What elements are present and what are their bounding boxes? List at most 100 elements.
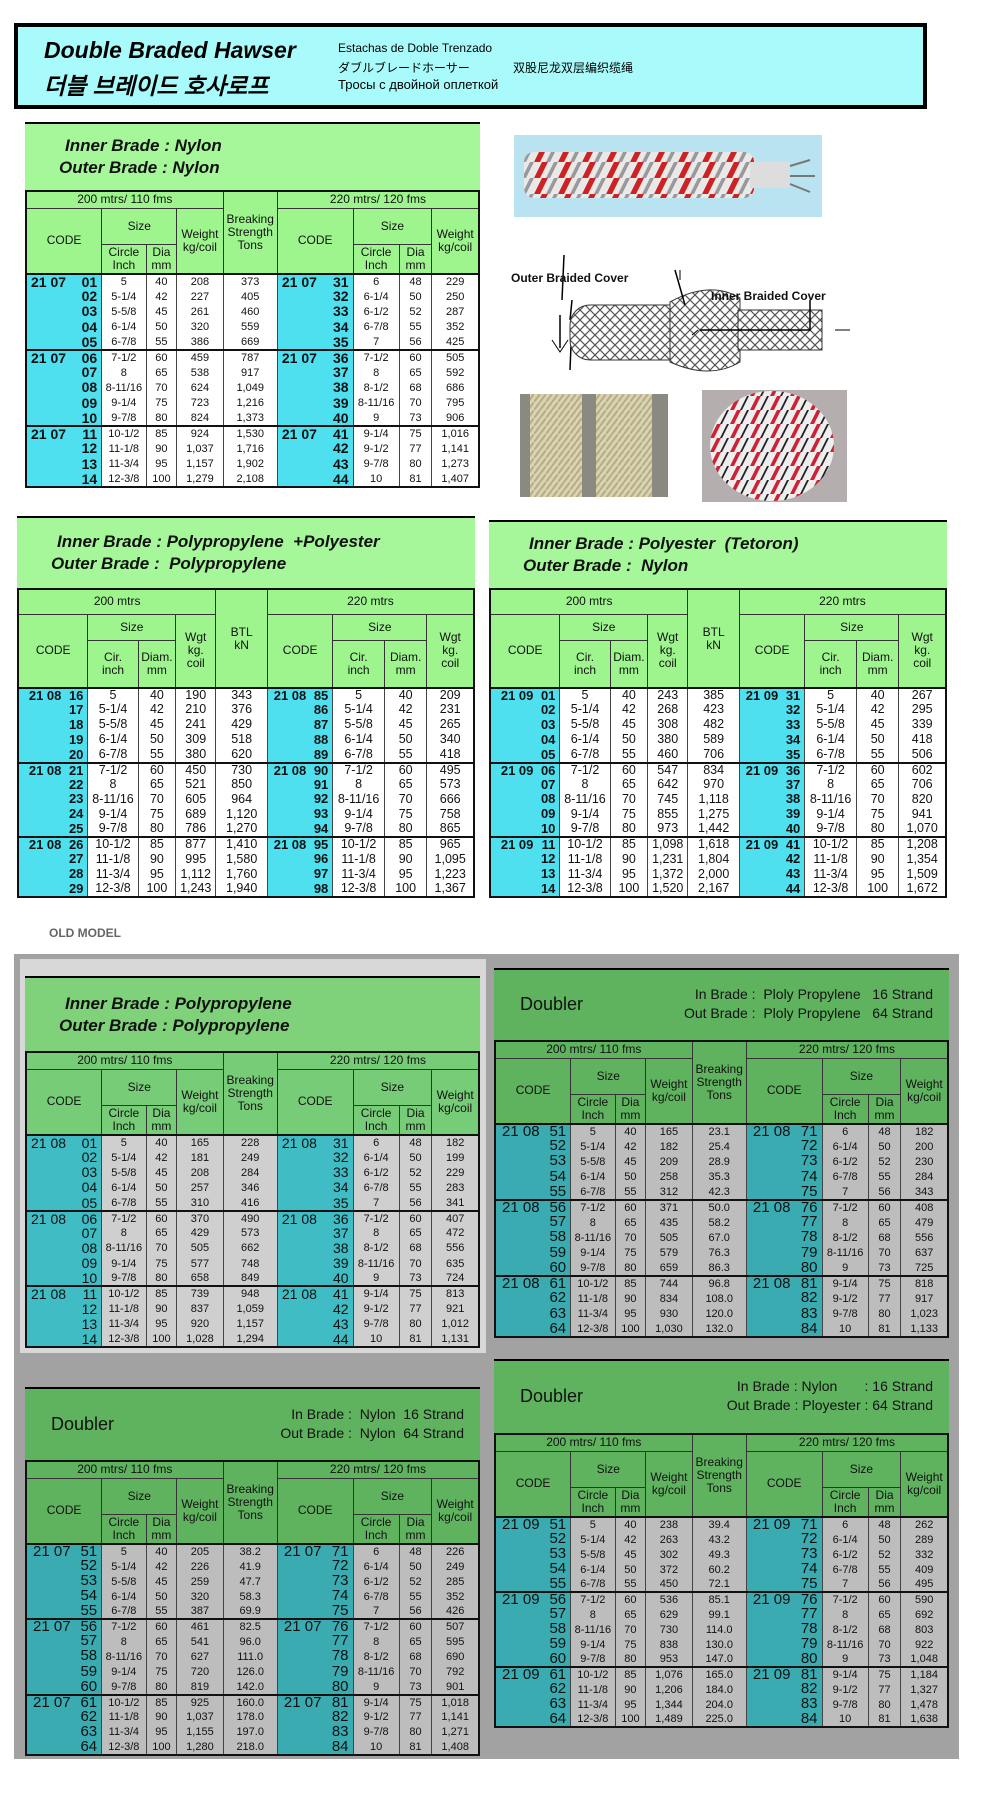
header-code: CODE bbox=[276, 1068, 354, 1136]
code-cell: 38 bbox=[738, 792, 806, 808]
code-cell: 22 bbox=[17, 777, 89, 793]
strength-cell: 948 bbox=[222, 1285, 278, 1302]
dia-mm-cell: 42 bbox=[614, 1139, 647, 1155]
circle-inch-cell: 6 bbox=[821, 1122, 869, 1140]
circle-inch-cell: 8 bbox=[570, 1215, 616, 1231]
header-code: CODE bbox=[494, 1057, 572, 1125]
dia-mm-cell: 52 bbox=[398, 1574, 433, 1590]
in-brade-line: In Brade : Nylon 16 Strand bbox=[291, 1405, 464, 1422]
circle-inch-cell: 12-3/8 bbox=[101, 1739, 147, 1756]
circle-inch-cell: 11-1/8 bbox=[559, 852, 611, 868]
dia-mm-cell: 85 bbox=[145, 1285, 178, 1302]
circle-inch-cell: 6 bbox=[821, 1516, 869, 1532]
circle-inch-cell: 6-7/8 bbox=[570, 1577, 616, 1592]
header-dia: Dia mm bbox=[398, 1104, 433, 1136]
circle-inch-cell: 6-7/8 bbox=[352, 319, 400, 335]
weight-cell: 921 bbox=[431, 1301, 480, 1317]
code-number: 33 bbox=[332, 1165, 349, 1181]
code-number: 34 bbox=[332, 319, 349, 335]
code-number: 77 bbox=[331, 1634, 349, 1650]
code-cell: 05 bbox=[489, 747, 561, 763]
data-table: 200 mtrs/ 110 fms Breaking Strength Tons 2… bbox=[494, 1040, 949, 1338]
code-cell: 75 bbox=[745, 1577, 823, 1592]
weight-cell: 1,131 bbox=[431, 1331, 480, 1348]
rope-illustration bbox=[514, 135, 850, 502]
table-row: 21 07 56 7-1/2 60 461 82.5 21 07 76 7-1/2 60 507 bbox=[25, 1618, 480, 1635]
circle-inch-cell: 9-1/4 bbox=[101, 395, 147, 411]
header-circle: Circle Inch bbox=[821, 1093, 869, 1125]
circle-inch-cell: 11-3/4 bbox=[101, 1724, 147, 1740]
dia-mm-cell: 40 bbox=[145, 272, 178, 290]
code-number: 64 bbox=[549, 1712, 567, 1727]
dia-mm-cell: 81 bbox=[398, 471, 433, 488]
dia-mm-cell: 90 bbox=[614, 1291, 647, 1307]
dia-mm-cell: 45 bbox=[609, 717, 649, 733]
dia-mm-cell: 70 bbox=[137, 792, 177, 808]
table-row: 53 5-5/8 45 302 49.3 73 6-1/2 52 332 bbox=[494, 1547, 949, 1562]
table-row: 21 08 21 7-1/2 60 450 730 21 08 90 7-1/2 60 495 bbox=[17, 761, 475, 778]
code-cell: 21 07 56 bbox=[25, 1618, 103, 1635]
header-code: CODE bbox=[276, 207, 354, 275]
header-breaking-strength: Breaking Strength Tons bbox=[222, 1460, 278, 1545]
code-number: 82 bbox=[800, 1682, 818, 1697]
code-cell: 72 bbox=[745, 1532, 823, 1547]
weight-cell: 720 bbox=[176, 1664, 224, 1680]
weight-cell: 922 bbox=[900, 1637, 949, 1652]
code-cell: 08 bbox=[25, 380, 103, 396]
weight-cell: 258 bbox=[645, 1169, 693, 1185]
code-number: 81 bbox=[800, 1276, 818, 1292]
code-cell: 08 bbox=[25, 1240, 103, 1257]
circle-inch-cell: 6-1/4 bbox=[101, 1180, 147, 1196]
code-number: 85 bbox=[313, 688, 329, 703]
code-number: 74 bbox=[800, 1562, 818, 1577]
circle-inch-cell: 8-11/16 bbox=[87, 792, 139, 808]
weight-cell: 505 bbox=[431, 349, 480, 366]
code-cell: 79 bbox=[745, 1245, 823, 1261]
code-number: 84 bbox=[800, 1321, 818, 1337]
code-cell: 37 bbox=[738, 777, 806, 793]
weight-cell: 865 bbox=[426, 822, 475, 838]
code-cell: 07 bbox=[489, 777, 561, 793]
code-cell: 33 bbox=[276, 1165, 354, 1181]
weight-cell: 320 bbox=[176, 319, 224, 335]
weight-cell: 210 bbox=[175, 702, 217, 718]
strength-cell: 460 bbox=[222, 304, 278, 320]
dia-mm-cell: 73 bbox=[398, 410, 433, 427]
outer-brade-line: Outer Brade : Polypropylene bbox=[59, 1015, 290, 1035]
code-cell: 54 bbox=[494, 1562, 572, 1577]
code-cell: 79 bbox=[745, 1637, 823, 1652]
dia-mm-cell: 45 bbox=[383, 717, 428, 733]
weight-cell: 1,037 bbox=[176, 441, 224, 457]
header-circle: Circle Inch bbox=[101, 1104, 147, 1136]
header-circle: Circle Inch bbox=[821, 1486, 869, 1518]
code-number: 44 bbox=[332, 471, 349, 487]
table-title: Inner Brade : Nylon Outer Brade : Nylon bbox=[25, 122, 480, 190]
code-number: 75 bbox=[331, 1604, 349, 1620]
code-cell: 58 bbox=[494, 1230, 572, 1246]
code-number: 39 bbox=[332, 1256, 349, 1272]
code-number: 61 bbox=[549, 1276, 567, 1292]
table-title: Inner Brade : Polyester (Tetoron) Outer B… bbox=[489, 520, 947, 588]
header-weight: Weight kg/coil bbox=[176, 1477, 224, 1545]
circle-inch-cell: 10 bbox=[352, 471, 400, 488]
code-number: 63 bbox=[549, 1697, 567, 1712]
circle-inch-cell: 5-5/8 bbox=[101, 304, 147, 320]
dia-mm-cell: 55 bbox=[867, 1169, 902, 1185]
dia-mm-cell: 70 bbox=[398, 1256, 433, 1272]
circle-inch-cell: 5-1/4 bbox=[570, 1139, 616, 1155]
header-dia: Diam. mm bbox=[855, 639, 900, 689]
header-size: Size bbox=[101, 1068, 178, 1106]
strength-cell: 60.2 bbox=[691, 1562, 747, 1577]
weight-cell: 226 bbox=[431, 1542, 480, 1560]
dia-mm-cell: 55 bbox=[398, 1180, 433, 1196]
dia-mm-cell: 70 bbox=[609, 792, 649, 808]
table-row: 23 8-11/16 70 605 964 92 8-11/16 70 666 bbox=[17, 792, 475, 808]
table-row: 60 9-7/8 80 953 147.0 80 9 73 1,048 bbox=[494, 1652, 949, 1667]
code-cell: 53 bbox=[494, 1154, 572, 1170]
circle-inch-cell: 10-1/2 bbox=[804, 836, 857, 853]
table-row: 21 08 16 5 40 190 343 21 08 85 5 40 209 bbox=[17, 687, 475, 703]
dia-mm-cell: 50 bbox=[867, 1139, 902, 1155]
circle-inch-cell: 6-1/4 bbox=[101, 1589, 147, 1605]
dia-mm-cell: 42 bbox=[614, 1532, 647, 1547]
code-cell: 04 bbox=[25, 319, 103, 335]
